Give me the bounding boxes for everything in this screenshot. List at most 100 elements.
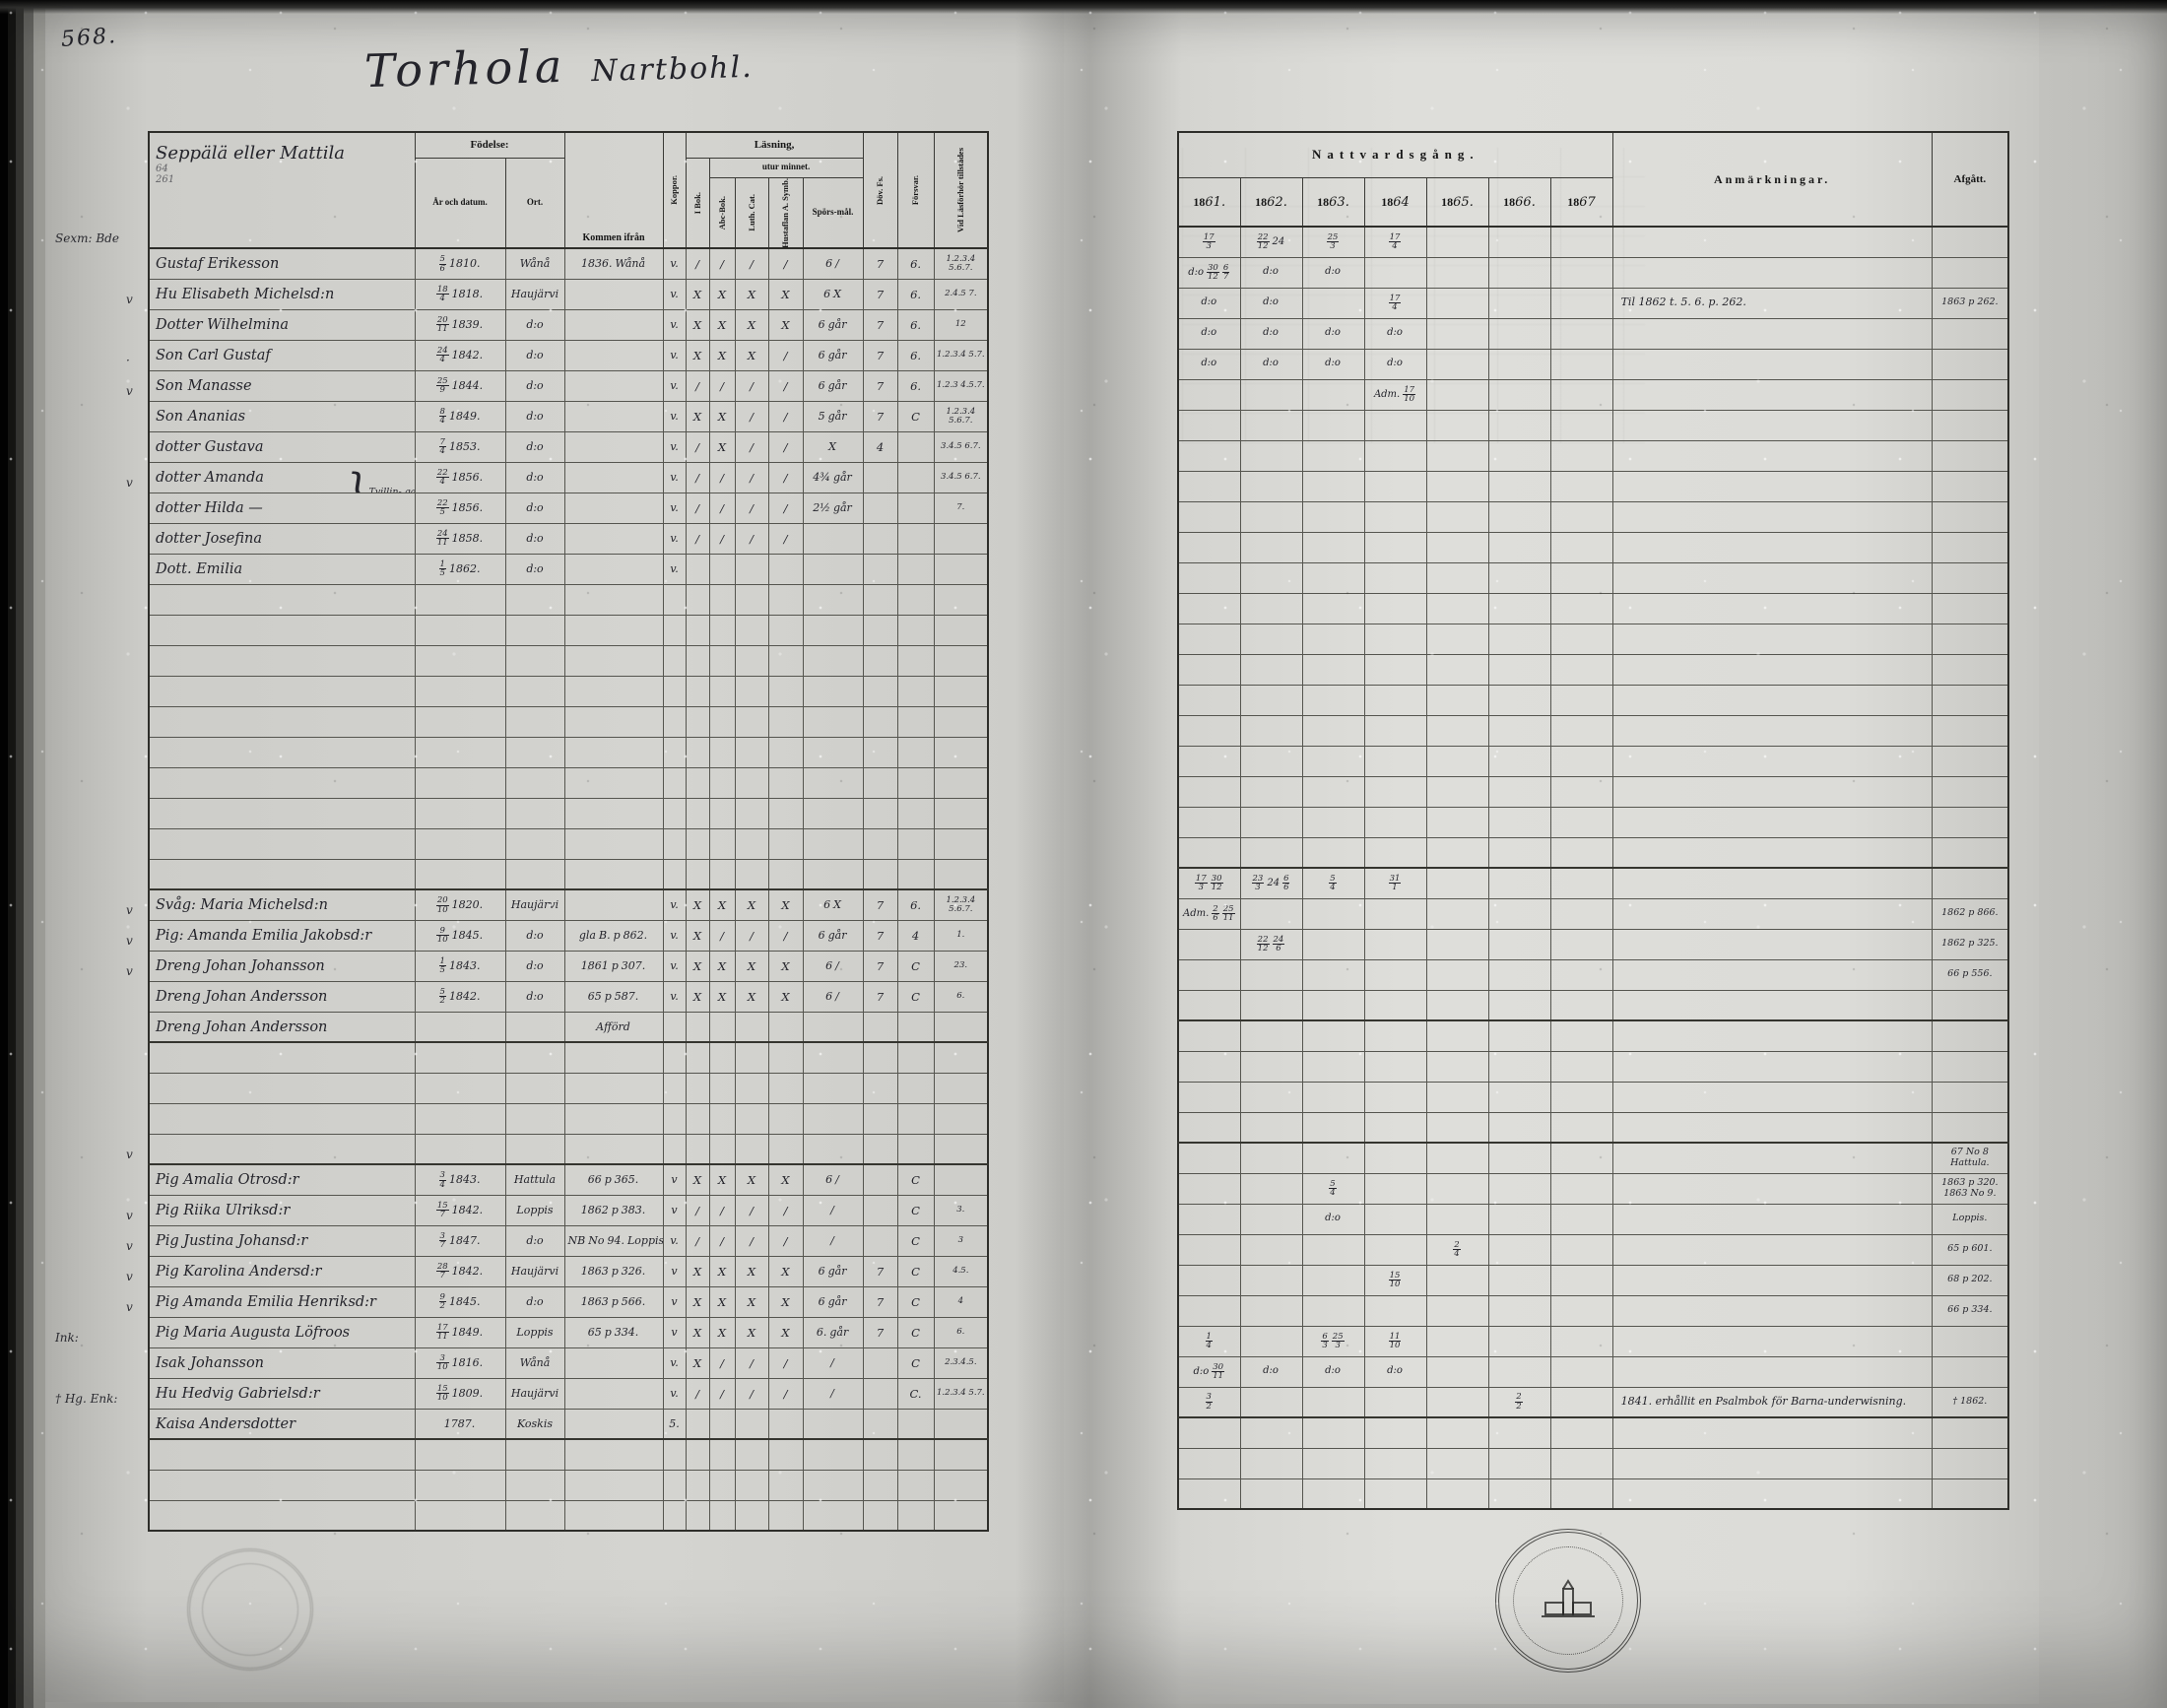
cell-birth-date [414, 1011, 506, 1043]
cell-communion-1866 [1487, 1325, 1551, 1357]
cell-name: Isak Johansson [148, 1347, 416, 1379]
cell-sporsmal [802, 1133, 864, 1165]
cell-forsvar: C [896, 1194, 935, 1226]
cell-remark [1611, 806, 1933, 838]
cell-name: Dreng Johan Andersson [148, 980, 416, 1013]
cell-read-hustafla [767, 1102, 804, 1135]
cell-departed [1931, 653, 2009, 686]
cell-communion-1861: d:o [1177, 317, 1241, 350]
cell-dov [862, 827, 898, 860]
cell-communion-1866 [1487, 714, 1551, 747]
cell-sporsmal [802, 858, 864, 890]
cell-communion-1864: 17 4 [1363, 226, 1427, 258]
cell-communion-1865 [1425, 1416, 1489, 1449]
cell-birth-date [414, 797, 506, 829]
cell-forsvar [896, 705, 935, 738]
cell-dov: 7 [862, 950, 898, 982]
cell-read-ibok [685, 583, 710, 616]
cell-dov: 7 [862, 400, 898, 432]
table-row: d:o Loppis. [1177, 1203, 2009, 1235]
cell-remark [1611, 775, 1933, 808]
cell-departed: 1863 p 262. [1931, 287, 2009, 319]
cell-communion-1863 [1301, 1050, 1365, 1083]
cell-forsvar: C [896, 950, 935, 982]
cell-read-hustafla: / [767, 339, 804, 371]
cell-forsvar: 6. [896, 369, 935, 402]
cell-communion-1867 [1549, 623, 1613, 655]
cell-read-ibok: X [685, 339, 710, 371]
cell-vaccinated: v. [662, 308, 687, 341]
table-row [1177, 1478, 2009, 1510]
cell-dov [862, 1224, 898, 1257]
cell-attendance: 1.2.3.4 5.6.7. [933, 400, 989, 432]
cell-forsvar [896, 1102, 935, 1135]
cell-read-abc: / [708, 461, 736, 493]
cell-communion-1863 [1301, 1081, 1365, 1113]
table-row [148, 766, 989, 799]
cell-departed [1931, 1050, 2009, 1083]
cell-come-from [563, 308, 664, 341]
cell-come-from [563, 1347, 664, 1379]
cell-communion-1864: 17 4 [1363, 287, 1427, 319]
cell-read-cat: / [734, 1347, 769, 1379]
cell-communion-1861 [1177, 531, 1241, 563]
cell-remark [1611, 714, 1933, 747]
cell-birth-place [504, 858, 565, 890]
cell-come-from: gla B. p 862. [563, 919, 664, 952]
cell-communion-1864 [1363, 1111, 1427, 1144]
cell-forsvar: C [896, 1163, 935, 1196]
cell-attendance: 1. [933, 919, 989, 952]
cell-communion-1866 [1487, 1416, 1551, 1449]
cell-attendance: 1.2.3.4 5.7. [933, 339, 989, 371]
cell-read-cat: X [734, 1163, 769, 1196]
cell-communion-1863 [1301, 928, 1365, 960]
cell-read-hustafla: X [767, 888, 804, 921]
cell-forsvar [896, 583, 935, 616]
cell-sporsmal: 6. går [802, 1316, 864, 1348]
table-row [1177, 561, 2009, 594]
table-row: 17 3 30 12 23 3 24 6 6 5 4 31 1 [1177, 867, 2009, 899]
cell-remark [1611, 1325, 1933, 1357]
cell-birth-date: 3 10 1816. [414, 1347, 506, 1379]
cell-communion-1866 [1487, 745, 1551, 777]
cell-communion-1866 [1487, 287, 1551, 319]
cell-communion-1866 [1487, 1447, 1551, 1479]
cell-attendance: 3. [933, 1194, 989, 1226]
cell-read-ibok [685, 553, 710, 585]
cell-come-from [563, 705, 664, 738]
cell-read-cat [734, 1438, 769, 1471]
margin-note: v [126, 1270, 133, 1283]
year-header: 1862. [1239, 176, 1303, 228]
cell-departed [1931, 470, 2009, 502]
cell-dov [862, 522, 898, 555]
cell-forsvar: 6. [896, 339, 935, 371]
cell-forsvar [896, 1438, 935, 1471]
cell-forsvar [896, 1133, 935, 1165]
cell-communion-1865 [1425, 287, 1489, 319]
cell-remark [1611, 989, 1933, 1021]
cell-read-abc [708, 736, 736, 768]
cell-dov [862, 1469, 898, 1501]
cell-read-hustafla [767, 1072, 804, 1104]
cell-birth-date [414, 1469, 506, 1501]
cell-communion-1862 [1239, 684, 1303, 716]
cell-read-cat [734, 1102, 769, 1135]
cell-remark [1611, 256, 1933, 289]
cell-communion-1863 [1301, 1019, 1365, 1052]
cell-communion-1861 [1177, 775, 1241, 808]
cell-read-abc: / [708, 919, 736, 952]
cell-read-abc [708, 1438, 736, 1471]
table-row [148, 1499, 989, 1532]
cell-dov: 7 [862, 1255, 898, 1287]
margin-note: v [126, 1209, 133, 1222]
cell-departed: 68 p 202. [1931, 1264, 2009, 1296]
cell-communion-1865 [1425, 1355, 1489, 1388]
cell-forsvar: C [896, 1255, 935, 1287]
cell-vaccinated [662, 705, 687, 738]
cell-forsvar [896, 797, 935, 829]
table-row [1177, 1050, 2009, 1083]
cell-vaccinated: v. [662, 339, 687, 371]
